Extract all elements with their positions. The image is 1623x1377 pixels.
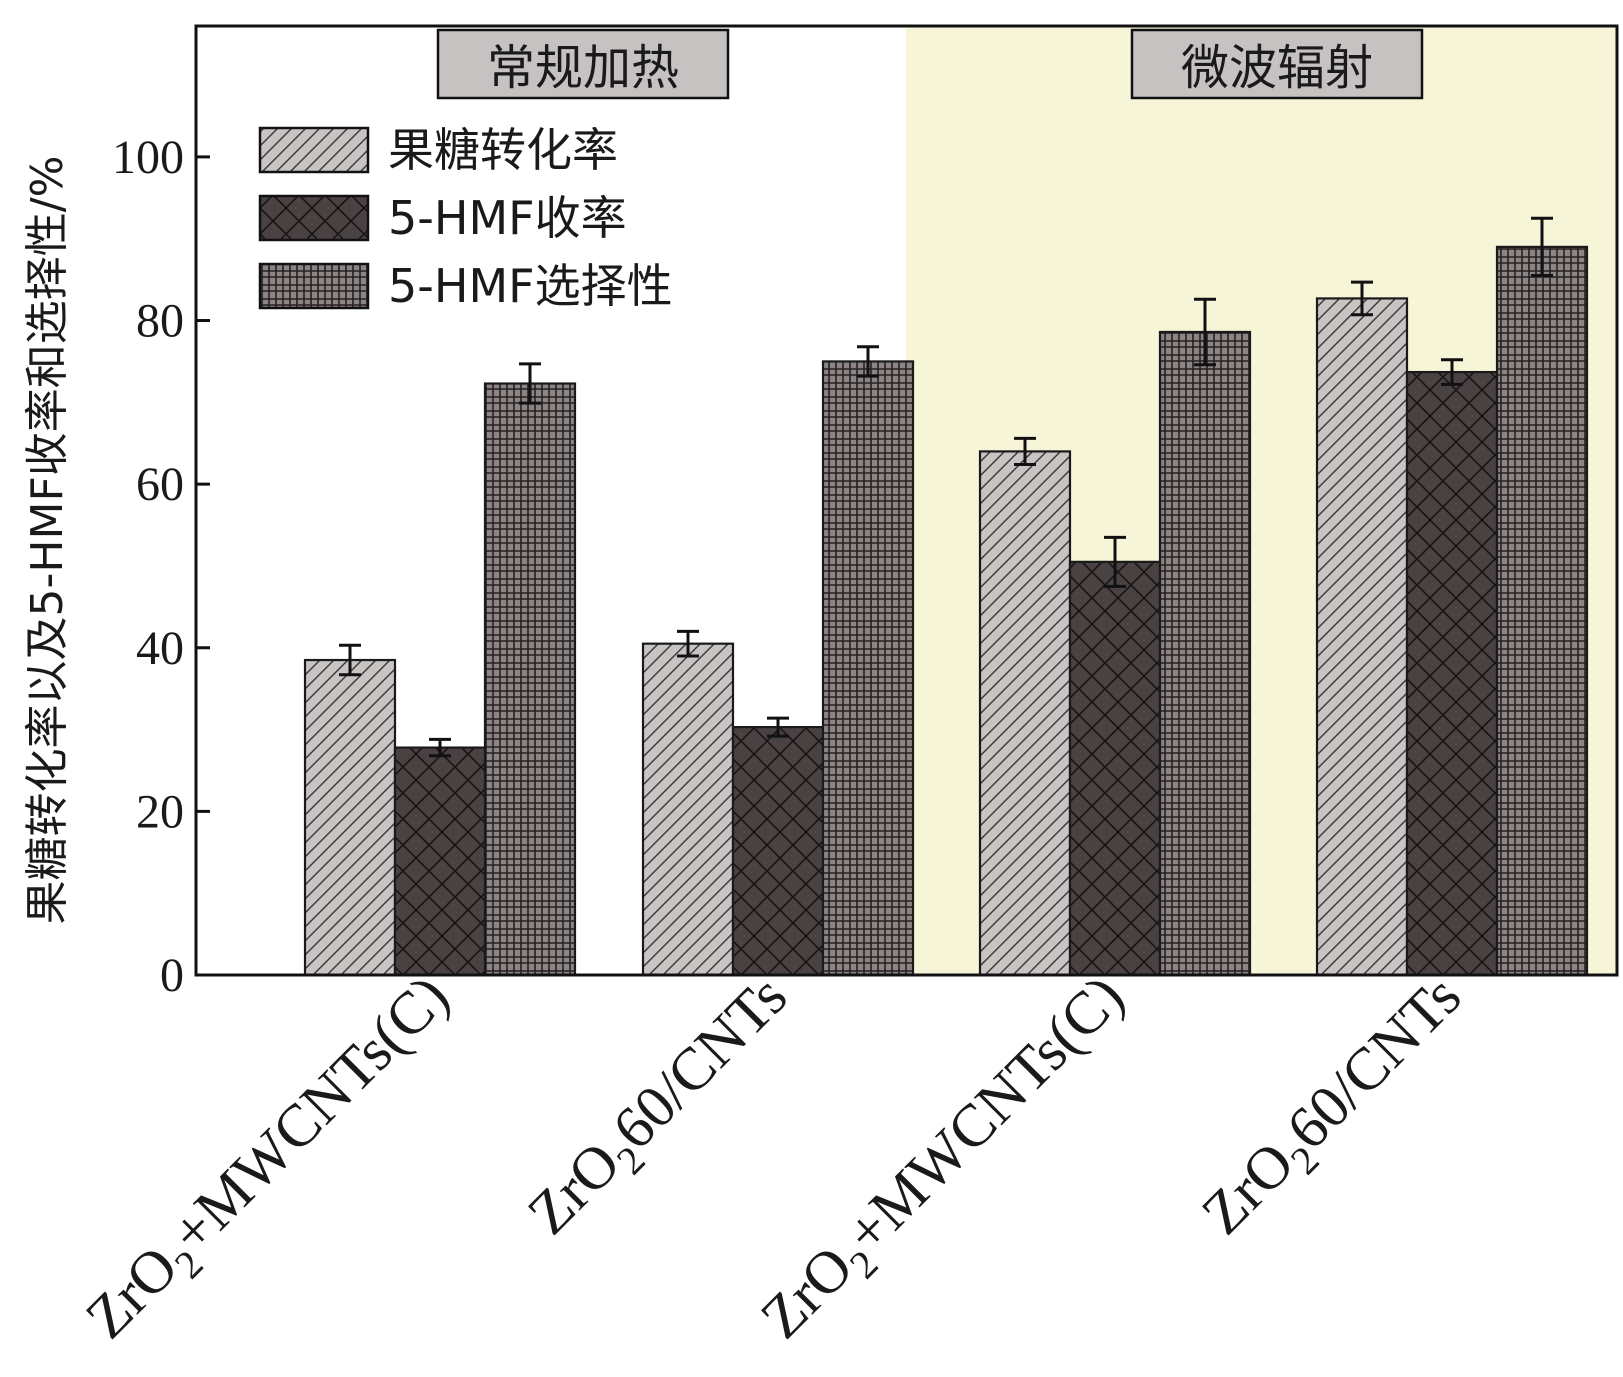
bar-hmf-selectivity-2: [1158, 330, 1252, 977]
plot-frame: [194, 24, 1619, 977]
y-tick-label: 0: [160, 949, 184, 1002]
y-tick-label: 80: [136, 295, 184, 348]
bar-fructose-conversion-1: [641, 642, 735, 977]
y-tick-label: 20: [136, 785, 184, 838]
x-tick-label-0: ZrO2+MWCNTs(C): [73, 963, 468, 1358]
svg-text:ZrO260/CNTs: ZrO260/CNTs: [1189, 963, 1480, 1254]
legend-item-2: 5-HMF选择性: [258, 259, 673, 313]
error-bar-2-3: [1531, 216, 1553, 278]
y-tick-label: 40: [136, 622, 184, 675]
bar-hmf-selectivity-1: [821, 360, 915, 977]
error-bar-1-3: [1441, 358, 1463, 386]
svg-text:ZrO260/CNTs: ZrO260/CNTs: [515, 963, 806, 1254]
error-bar-2-2: [1194, 297, 1216, 367]
error-bar-0-1: [677, 629, 699, 658]
legend-swatch: [258, 126, 370, 174]
error-bar-2-0: [519, 362, 541, 405]
bar-hmf-selectivity-3: [1495, 245, 1589, 977]
error-bar-2-1: [857, 345, 879, 378]
y-axis-label: 果糖转化率以及5-HMF收率和选择性/%: [22, 156, 73, 925]
x-tick-label-1: ZrO260/CNTs: [515, 963, 806, 1254]
legend-label: 5-HMF收率: [388, 191, 627, 245]
bar-fructose-conversion-0: [303, 658, 397, 977]
bar-hmf-selectivity-0: [483, 382, 577, 977]
group-label-conventional: 常规加热: [436, 28, 730, 100]
legend-swatch: [258, 194, 370, 242]
error-bar-0-0: [339, 643, 361, 677]
legend-item-1: 5-HMF收率: [258, 191, 627, 245]
x-tick-label-2: ZrO2+MWCNTs(C): [748, 963, 1143, 1358]
error-bar-1-2: [1104, 535, 1126, 588]
x-tick-label-3: ZrO260/CNTs: [1189, 963, 1480, 1254]
error-bar-1-0: [429, 737, 451, 758]
bar-hmf-yield-0: [393, 746, 487, 977]
legend-item-0: 果糖转化率: [258, 123, 618, 177]
bar-fructose-conversion-2: [978, 450, 1072, 977]
svg-text:微波辐射: 微波辐射: [1181, 40, 1373, 96]
svg-text:ZrO2+MWCNTs(C): ZrO2+MWCNTs(C): [73, 963, 468, 1358]
legend-swatch: [258, 262, 370, 310]
group-label-microwave: 微波辐射: [1130, 28, 1424, 100]
svg-text:ZrO2+MWCNTs(C): ZrO2+MWCNTs(C): [748, 963, 1143, 1358]
error-bar-0-2: [1014, 436, 1036, 467]
error-bar-1-1: [767, 716, 789, 738]
legend-label: 果糖转化率: [388, 123, 618, 177]
bar-hmf-yield-3: [1405, 370, 1499, 977]
legend-label: 5-HMF选择性: [388, 259, 673, 313]
y-tick-label: 100: [112, 131, 184, 184]
error-bar-0-3: [1351, 280, 1373, 317]
bar-hmf-yield-1: [731, 726, 825, 977]
svg-text:常规加热: 常规加热: [487, 40, 679, 96]
bar-hmf-yield-2: [1068, 560, 1162, 977]
y-tick-label: 60: [136, 458, 184, 511]
bar-fructose-conversion-3: [1315, 297, 1409, 977]
